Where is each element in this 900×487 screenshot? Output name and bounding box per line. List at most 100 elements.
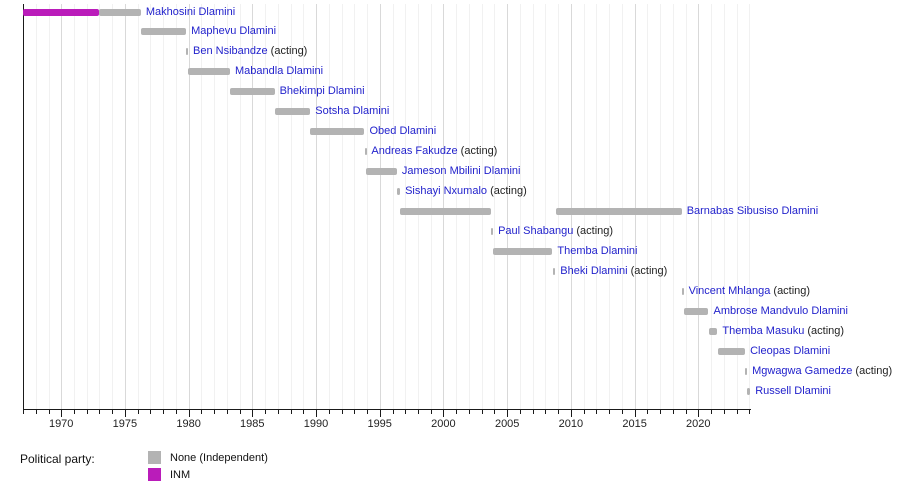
pm-label: Ambrose Mandvulo Dlamini [714, 305, 849, 318]
x-axis-tick-1979 [175, 410, 177, 414]
x-axis-tick-1974 [112, 410, 114, 414]
pm-name-link[interactable]: Cleopas Dlamini [750, 344, 831, 357]
x-axis-tick-1993 [354, 410, 356, 414]
x-axis-tick-1991 [328, 410, 330, 414]
gridline-minor-2007 [532, 4, 534, 409]
pm-name-link[interactable]: Makhosini Dlamini [145, 5, 236, 18]
legend-swatch-inm [148, 468, 161, 481]
gridline-major-1970 [61, 4, 63, 409]
gridline-minor-1994 [367, 4, 368, 409]
x-axis-tick-2003 [481, 410, 483, 414]
acting-suffix: (acting) [457, 145, 498, 158]
term-bar [709, 327, 718, 335]
pm-name-link[interactable]: Sotsha Dlamini [315, 105, 390, 118]
x-axis-tick-1969 [48, 410, 50, 414]
gridline-minor-2016 [647, 4, 649, 409]
pm-name-link[interactable]: Bhekimpi Dlamini [279, 85, 365, 98]
x-axis-tick-2006 [519, 410, 521, 414]
term-bar [230, 88, 275, 96]
pm-label: Vincent Mhlanga (acting) [689, 285, 811, 298]
x-axis-tick-1972 [86, 410, 88, 414]
gridline-major-1985 [252, 4, 254, 409]
gridline-minor-1971 [74, 4, 75, 409]
gridline-minor-1997 [405, 4, 407, 409]
gridline-minor-1982 [214, 4, 216, 409]
pm-label: Themba Masuku (acting) [722, 325, 844, 338]
pm-name-link[interactable]: Ambrose Mandvulo Dlamini [713, 304, 849, 317]
x-axis-tick-1996 [392, 410, 394, 414]
x-axis-tick-label-1990: 1990 [303, 418, 329, 430]
x-axis-tick-label-1975: 1975 [112, 418, 138, 430]
gridline-minor-2003 [481, 4, 483, 409]
pm-label: Bheki Dlamini (acting) [560, 265, 667, 278]
gridline-minor-1978 [163, 4, 165, 409]
x-axis-tick-1990 [316, 410, 317, 417]
x-axis-tick-label-1995: 1995 [367, 418, 392, 430]
x-axis-tick-label-2000: 2000 [431, 418, 456, 430]
pm-name-link[interactable]: Obed Dlamini [369, 125, 437, 138]
pm-name-link[interactable]: Andreas Fakudze [371, 145, 458, 158]
term-bar [747, 387, 751, 395]
gridline-minor-1999 [430, 4, 432, 409]
gridline-major-2010 [570, 4, 572, 409]
pm-name-link[interactable]: Paul Shabangu [498, 224, 574, 237]
legend-title: Political party: [20, 452, 95, 466]
gridline-major-1975 [124, 4, 126, 409]
pm-name-link[interactable]: Barnabas Sibusiso Dlamini [686, 205, 819, 217]
x-axis-tick-2004 [494, 410, 496, 414]
acting-suffix: (acting) [804, 324, 845, 337]
gridline-minor-1969 [48, 4, 50, 409]
x-axis-tick-2013 [609, 410, 611, 414]
term-bar [493, 247, 553, 255]
acting-suffix: (acting) [573, 224, 614, 237]
gridline-minor-2023 [736, 4, 738, 409]
x-axis-tick-1987 [277, 410, 279, 414]
pm-name-link[interactable]: Mgwagwa Gamedze [752, 364, 853, 377]
pm-name-link[interactable]: Jameson Mbilini Dlamini [401, 165, 521, 178]
gridline-major-1980 [188, 4, 190, 409]
x-axis-tick-2022 [723, 410, 725, 414]
pm-label: Sishayi Nxumalo (acting) [405, 185, 527, 198]
gridline-minor-2006 [519, 4, 521, 409]
pm-name-link[interactable]: Maphevu Dlamini [191, 25, 277, 38]
x-axis-tick-2002 [468, 410, 470, 414]
x-axis-tick-label-1985: 1985 [240, 418, 265, 430]
pm-label: Andreas Fakudze (acting) [371, 145, 497, 158]
pm-name-link[interactable]: Bheki Dlamini [560, 264, 628, 277]
x-axis-tick-1967 [23, 410, 24, 414]
gridline-minor-1998 [418, 4, 419, 409]
pm-name-link[interactable]: Sishayi Nxumalo [405, 185, 488, 197]
pm-name-link[interactable]: Russell Dlamini [755, 384, 831, 397]
x-axis-tick-1995 [379, 410, 381, 417]
pm-name-link[interactable]: Ben Nsibandze [193, 45, 268, 58]
x-axis-tick-2023 [736, 410, 738, 414]
pm-name-link[interactable]: Mabandla Dlamini [235, 65, 324, 78]
gridline-major-2005 [507, 4, 509, 409]
x-axis-tick-label-1980: 1980 [176, 418, 201, 430]
legend: Political party: None (Independent) INM [0, 444, 900, 487]
acting-suffix: (acting) [770, 284, 811, 297]
term-bar [366, 168, 397, 176]
acting-suffix: (acting) [267, 45, 308, 58]
gridline-minor-2004 [494, 4, 496, 409]
x-axis-tick-1984 [239, 410, 241, 414]
gridline-minor-1988 [290, 4, 292, 409]
x-axis-tick-2014 [621, 410, 623, 414]
x-axis-tick-1989 [303, 410, 305, 414]
pm-name-link[interactable]: Themba Dlamini [557, 244, 638, 257]
legend-label: INM [170, 469, 191, 481]
x-axis-tick-2012 [596, 410, 598, 414]
x-axis-tick-1978 [163, 410, 165, 414]
pm-name-link[interactable]: Vincent Mhlanga [688, 284, 771, 297]
gridline-minor-1979 [175, 4, 177, 409]
term-bar [310, 128, 365, 136]
term-bar [745, 367, 748, 375]
pm-label: Mabandla Dlamini [235, 65, 323, 78]
gridline-minor-2009 [558, 4, 560, 409]
x-axis-tick-1992 [341, 410, 343, 414]
pm-label: Jameson Mbilini Dlamini [402, 165, 521, 178]
pm-name-link[interactable]: Themba Masuku [722, 324, 805, 337]
term-bar [555, 208, 682, 215]
x-axis-line [23, 409, 751, 410]
